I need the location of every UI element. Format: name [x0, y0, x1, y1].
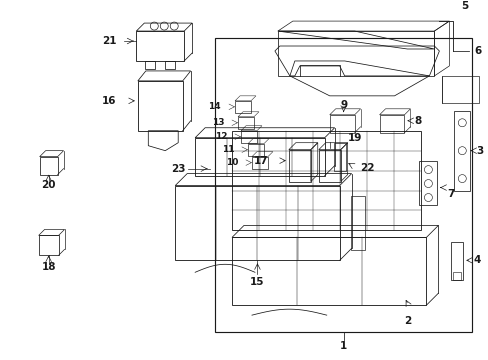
Bar — [251, 157, 267, 168]
Bar — [288, 150, 310, 181]
Text: 15: 15 — [250, 277, 264, 287]
Text: 16: 16 — [101, 96, 116, 106]
Bar — [232, 237, 426, 305]
Text: 20: 20 — [41, 180, 56, 190]
Bar — [247, 144, 264, 156]
Text: 22: 22 — [359, 163, 373, 172]
Text: 12: 12 — [214, 132, 226, 141]
Bar — [452, 272, 460, 280]
Text: 13: 13 — [211, 118, 224, 127]
Text: 14: 14 — [208, 102, 221, 111]
Text: 21: 21 — [102, 36, 116, 46]
Bar — [40, 157, 58, 175]
Text: 18: 18 — [41, 262, 56, 272]
Bar — [238, 117, 253, 129]
Bar — [138, 81, 183, 131]
Text: 7: 7 — [447, 189, 454, 198]
Text: 9: 9 — [340, 100, 346, 110]
Bar — [379, 115, 404, 133]
Text: 2: 2 — [404, 316, 410, 326]
Bar — [235, 101, 250, 113]
Bar — [419, 161, 436, 206]
Bar — [450, 242, 462, 280]
Text: 10: 10 — [225, 158, 238, 167]
Bar — [136, 31, 184, 61]
Text: 11: 11 — [221, 145, 234, 154]
Bar — [318, 150, 340, 181]
Text: 19: 19 — [347, 133, 361, 143]
Text: 5: 5 — [460, 1, 468, 11]
Bar — [350, 195, 364, 250]
Text: 23: 23 — [170, 163, 185, 174]
Bar — [175, 185, 339, 260]
Text: 3: 3 — [475, 146, 483, 156]
Text: 4: 4 — [472, 255, 480, 265]
Bar — [241, 131, 256, 143]
Bar — [453, 111, 469, 190]
Bar — [39, 235, 59, 255]
Bar — [195, 138, 324, 176]
Bar — [333, 143, 345, 171]
Bar — [329, 115, 354, 133]
Bar — [215, 38, 471, 332]
Bar — [165, 61, 175, 69]
Bar — [232, 131, 421, 230]
Text: 6: 6 — [473, 46, 481, 56]
Bar — [145, 61, 155, 69]
Text: 8: 8 — [414, 116, 421, 126]
Text: 17: 17 — [254, 156, 268, 166]
Text: 1: 1 — [339, 341, 346, 351]
